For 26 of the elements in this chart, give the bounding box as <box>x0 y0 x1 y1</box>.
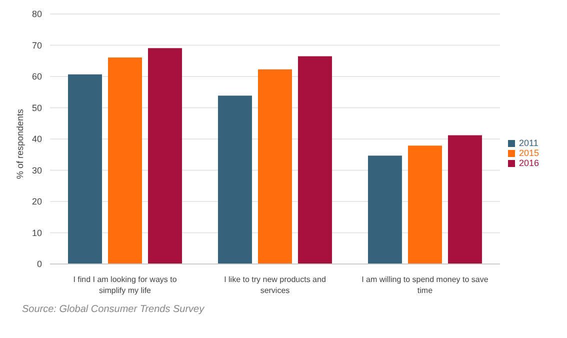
bar <box>148 48 182 264</box>
y-tick-label: 40 <box>32 134 42 144</box>
source-note: Source: Global Consumer Trends Survey <box>22 304 206 315</box>
x-tick-label: I find I am looking for ways to simplify my life <box>73 275 178 295</box>
y-tick-label: 70 <box>32 40 42 50</box>
legend-label: 2015 <box>518 148 539 158</box>
bar <box>68 74 102 264</box>
y-tick-label: 20 <box>32 196 42 207</box>
bar <box>218 96 252 264</box>
bar <box>108 57 142 264</box>
y-axis-title: % of respondents <box>15 108 26 179</box>
legend-label: 2016 <box>518 158 539 168</box>
x-tick-label: I am willing to spend money to save time <box>362 275 489 295</box>
bar <box>408 146 442 264</box>
y-tick-label: 60 <box>32 72 42 82</box>
y-tick-label: 30 <box>32 165 42 176</box>
bar <box>298 56 332 264</box>
bar <box>368 156 402 264</box>
bar <box>448 135 482 264</box>
y-tick-label: 0 <box>36 259 42 270</box>
bar <box>258 69 292 264</box>
x-tick-label: I like to try new products and services <box>224 275 326 295</box>
legend-label: 2011 <box>518 138 538 148</box>
y-tick-label: 50 <box>32 102 42 113</box>
y-tick-label: 10 <box>32 228 42 238</box>
y-tick-label: 80 <box>32 9 42 20</box>
